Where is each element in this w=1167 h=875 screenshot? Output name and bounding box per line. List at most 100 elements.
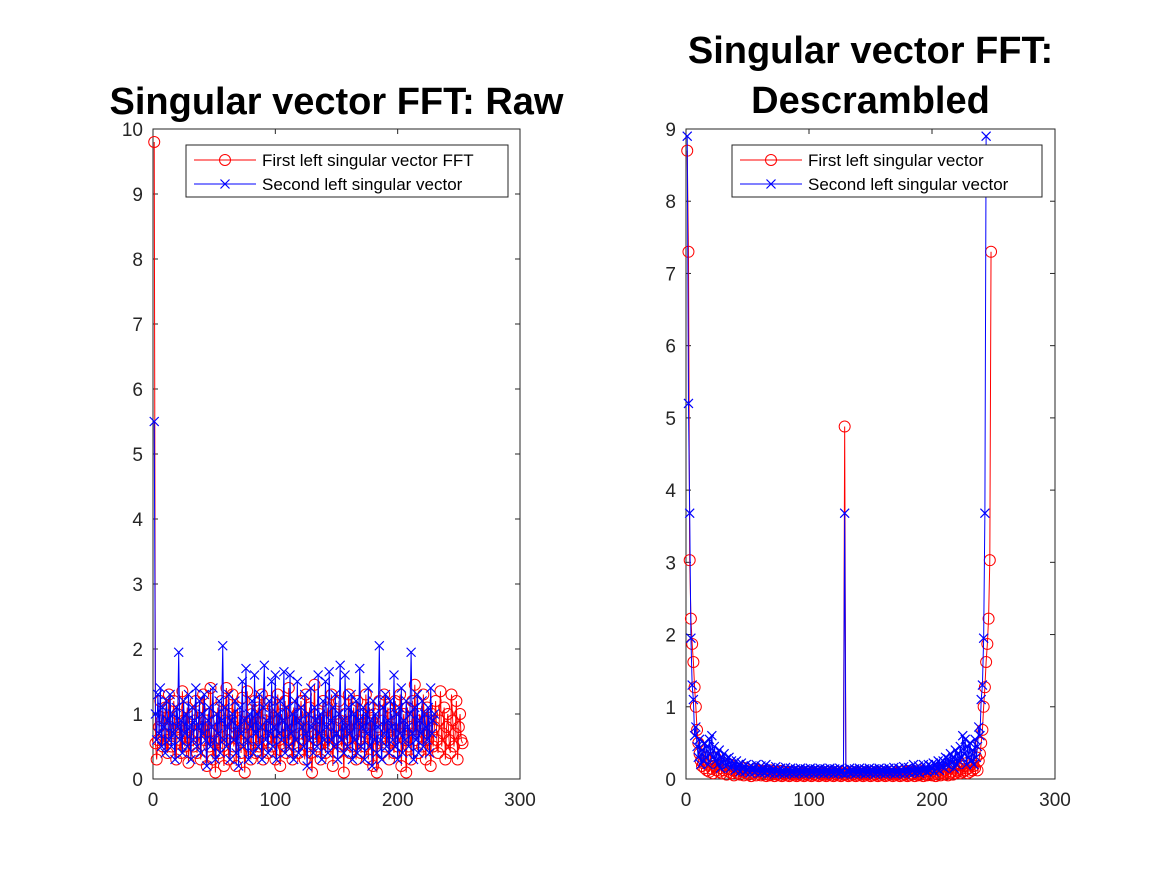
series-point-x	[335, 660, 346, 671]
series-point-x	[194, 696, 205, 706]
series-point-x	[163, 735, 174, 745]
series-point-x	[347, 754, 358, 765]
chart-title: Descrambled	[751, 80, 990, 122]
series-point-x	[967, 745, 978, 756]
series-point-x	[358, 702, 369, 713]
legend-entry-label: Second left singular vector	[262, 175, 463, 194]
series-point-x	[325, 715, 336, 726]
series-point-circle	[456, 737, 469, 750]
series-point-circle	[298, 753, 311, 766]
legend-entry-label: Second left singular vector	[808, 175, 1009, 194]
series-point-circle	[432, 747, 445, 759]
series-point-circle	[440, 721, 453, 733]
series-point-x	[406, 647, 417, 658]
series-point-x	[330, 689, 341, 700]
series-point-x	[274, 728, 284, 739]
series-point-x	[198, 728, 209, 739]
series-point-x	[404, 709, 415, 719]
series-point-x	[419, 709, 430, 719]
series-point-circle	[337, 766, 350, 779]
series-point-circle	[443, 734, 456, 746]
series-point-x	[292, 676, 303, 687]
x-tick-label: 200	[382, 790, 414, 811]
series-point-x	[184, 722, 195, 732]
series-point-x	[402, 722, 413, 732]
series-point-x	[282, 722, 293, 732]
series-point-x	[293, 748, 304, 758]
series-point-x	[176, 715, 187, 726]
series-point-x	[177, 748, 188, 758]
series-point-circle	[274, 760, 287, 772]
series-point-x	[250, 728, 261, 739]
series-point-circle	[238, 766, 251, 779]
y-tick-label: 3	[665, 553, 676, 574]
series-point-x	[367, 761, 377, 771]
series-point-x	[179, 728, 190, 739]
series-point-x	[341, 722, 352, 732]
x-tick-label: 0	[681, 790, 692, 811]
series-point-x	[237, 676, 248, 687]
y-tick-label: 9	[665, 120, 676, 141]
series-point-x	[288, 754, 299, 765]
series-point-x	[714, 745, 725, 756]
series-point-x	[280, 748, 291, 758]
series-point-x	[195, 748, 206, 758]
series-point-x	[392, 754, 403, 765]
series-point-circle	[253, 740, 266, 753]
legend-entry-label: First left singular vector FFT	[262, 151, 474, 170]
series-point-x	[254, 689, 265, 700]
series-point-x	[266, 676, 277, 687]
series-point-circle	[269, 753, 282, 766]
series-point-x	[308, 748, 319, 758]
series-point-x	[318, 696, 328, 706]
y-tick-label: 2	[132, 640, 143, 661]
y-tick-label: 0	[665, 770, 676, 791]
series-point-circle	[978, 681, 991, 694]
series-point-x	[244, 709, 255, 719]
series-point-x	[238, 741, 249, 752]
series-point-circle	[379, 740, 392, 753]
series-point-x	[354, 663, 365, 674]
series-point-circle	[451, 753, 464, 766]
x-tick-label: 100	[259, 790, 291, 811]
series-point-x	[389, 670, 399, 680]
series-point-x	[178, 696, 189, 706]
series-point-x	[970, 734, 980, 745]
series-point-circle	[419, 753, 432, 766]
y-tick-label: 4	[132, 510, 143, 531]
series-point-circle	[966, 764, 979, 777]
series-point-x	[979, 508, 990, 519]
series-point-x	[340, 670, 350, 680]
series-point-x	[319, 735, 330, 745]
series-point-circle	[982, 612, 995, 625]
series-point-x	[747, 765, 758, 776]
series-point-x	[217, 640, 228, 651]
legend-marker-circle	[219, 154, 231, 166]
series-point-circle	[971, 764, 984, 777]
series-point-x	[978, 633, 989, 644]
series-point-circle	[438, 701, 451, 714]
series-point-x	[386, 722, 397, 732]
series-point-x	[155, 683, 166, 693]
series-point-x	[203, 715, 213, 726]
series-point-x	[401, 696, 412, 706]
series-point-x	[357, 722, 368, 732]
series-point-circle	[445, 688, 458, 701]
series-point-x	[234, 702, 245, 713]
series-point-circle	[170, 753, 183, 766]
legend-marker-x	[220, 179, 230, 189]
series-point-x	[264, 696, 275, 706]
series-point-circle	[161, 747, 174, 759]
y-tick-label: 7	[665, 264, 676, 285]
series-point-x	[305, 683, 316, 693]
series-point-x	[429, 709, 440, 719]
y-tick-label: 10	[122, 120, 143, 141]
series-point-x	[961, 759, 972, 770]
x-tick-label: 300	[504, 790, 536, 811]
series-point-x	[222, 722, 233, 732]
series-point-circle	[197, 688, 210, 701]
series-point-x	[201, 761, 212, 771]
series-point-x	[706, 730, 717, 741]
series-point-x	[233, 761, 244, 771]
series-point-x	[211, 709, 222, 719]
